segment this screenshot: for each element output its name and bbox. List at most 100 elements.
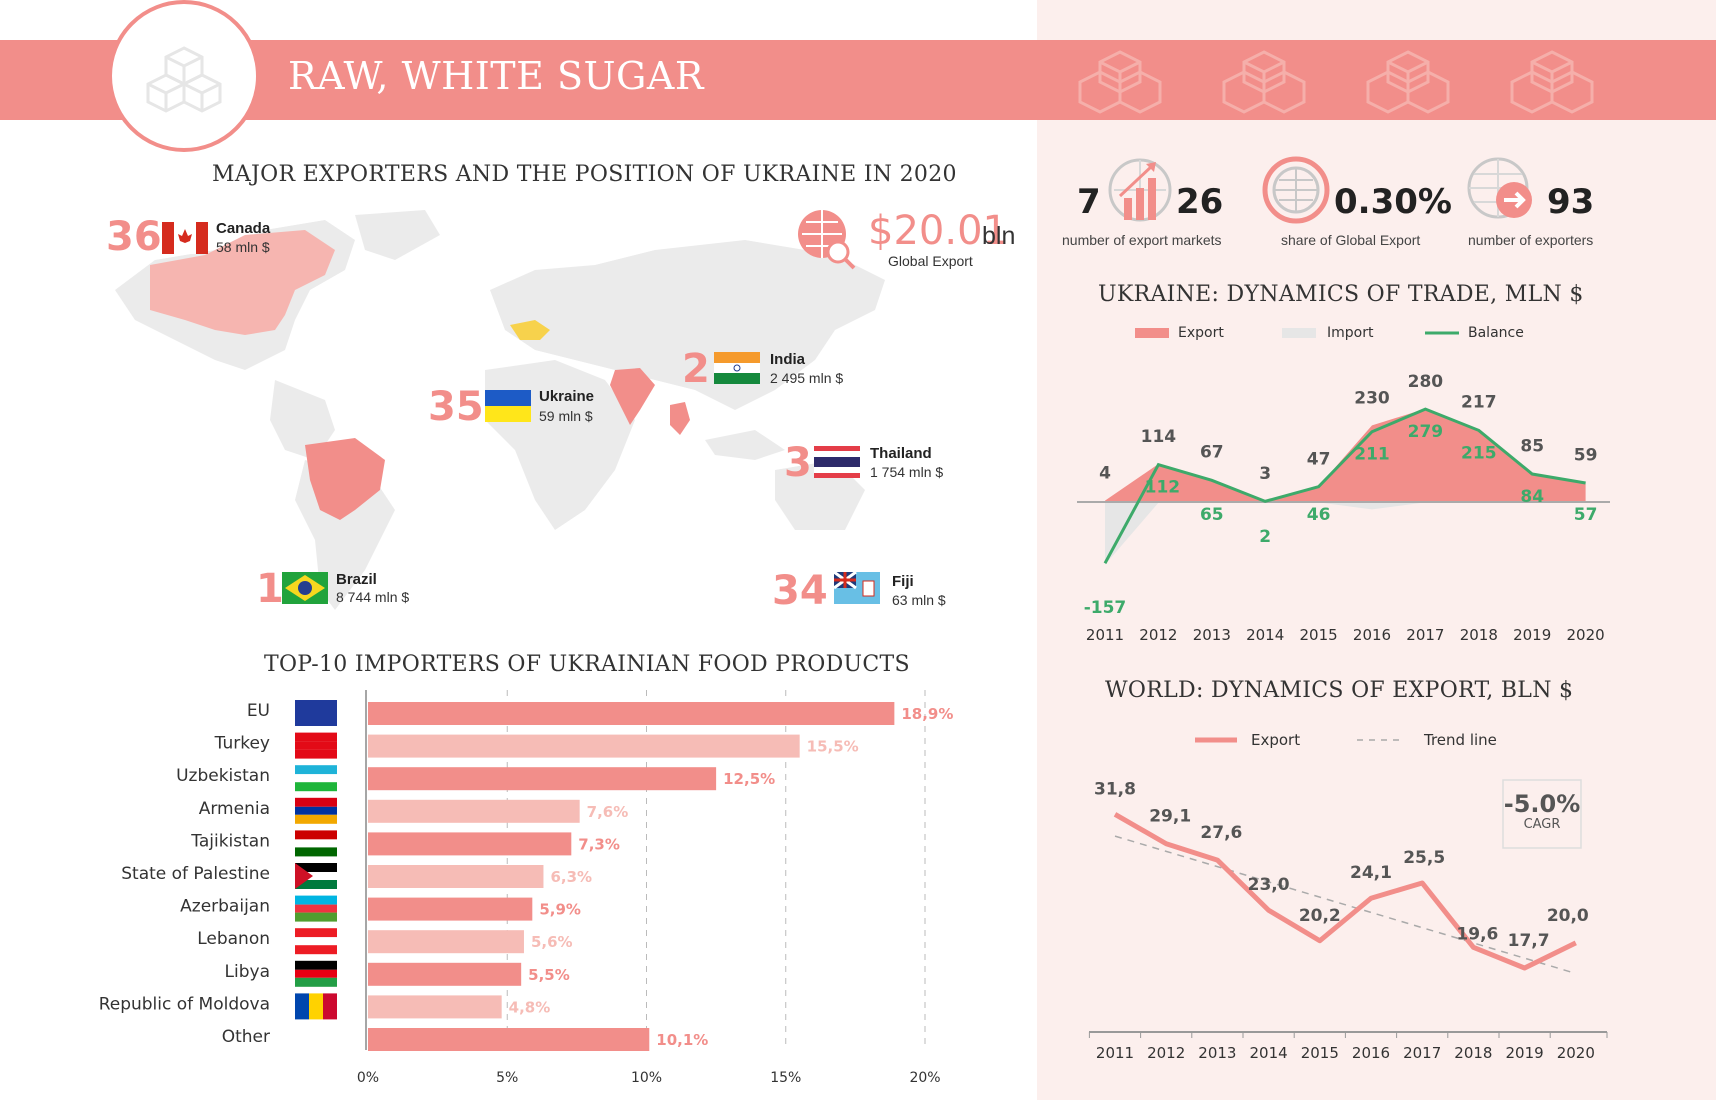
legend-export-swatch: [1135, 328, 1169, 338]
export-value-label: 4: [1099, 464, 1111, 484]
bar-value-label: 5,9%: [539, 901, 581, 919]
importer-flag-icon: [295, 928, 337, 955]
thailand-value: 1 754 mln $: [870, 464, 944, 480]
legend-import-label: Import: [1327, 325, 1374, 341]
export-value-label: 29,1: [1149, 807, 1191, 827]
x-tick-label: 2019: [1506, 1044, 1544, 1062]
x-tick-label: 2013: [1198, 1044, 1236, 1062]
cagr-value: -5.0%: [1504, 790, 1581, 818]
balance-value-label: 46: [1307, 505, 1331, 525]
x-tick-label: 2018: [1454, 1044, 1492, 1062]
x-tick-label: 15%: [770, 1070, 801, 1086]
x-tick-label: 2014: [1250, 1044, 1288, 1062]
ukraine-value: 59 mln $: [539, 408, 593, 424]
importer-flag-icon: [295, 765, 337, 792]
export-value-label: 67: [1200, 443, 1224, 463]
x-tick-label: 10%: [631, 1070, 662, 1086]
globe-growth-icon: [1108, 158, 1172, 222]
markets-right-count: 26: [1176, 182, 1224, 222]
world-export-title: WORLD: DYNAMICS OF EXPORT, BLN $: [1105, 678, 1574, 703]
balance-value-label: 84: [1520, 487, 1544, 507]
legend-balance-label: Balance: [1468, 325, 1524, 341]
export-value-label: 23,0: [1248, 875, 1290, 895]
global-share: 0.30%: [1334, 182, 1452, 222]
bar-value-label: 5,5%: [528, 966, 570, 984]
cube-icon: [1078, 50, 1162, 114]
exporters-count: 93: [1547, 182, 1595, 222]
export-value-label: 47: [1307, 449, 1331, 469]
india-rank: 2: [682, 346, 710, 392]
importers-bar-chart: 0% 5% 10% 15% 20% EU 18,9% Turkey 15,5% Uzbekista…: [99, 690, 953, 1086]
export-value-label: 230: [1354, 388, 1390, 408]
export-area: [1105, 408, 1586, 502]
bar-category-label: Azerbaijan: [180, 897, 270, 917]
globe-target-icon: [1262, 156, 1330, 224]
x-tick-label: 2011: [1096, 1044, 1134, 1062]
export-value-label: 59: [1574, 445, 1598, 465]
export-value-label: 85: [1520, 437, 1544, 457]
balance-value-label: 65: [1200, 505, 1224, 525]
page-title: RAW, WHITE SUGAR: [288, 54, 704, 98]
bar-value-label: 7,6%: [587, 803, 629, 821]
balance-value-label: 211: [1354, 445, 1390, 465]
cagr-label: CAGR: [1524, 817, 1561, 832]
bar-category-label: Turkey: [214, 734, 270, 754]
bar: [368, 962, 522, 986]
export-value-label: 20,2: [1299, 906, 1341, 926]
brazil-name: Brazil: [336, 571, 377, 588]
bar: [368, 930, 524, 954]
x-tick-label: 2015: [1301, 1044, 1339, 1062]
cube-icon: [1366, 50, 1450, 114]
legend-export-label: Export: [1251, 731, 1300, 749]
importer-flag-icon: [295, 830, 337, 857]
markets-caption: number of export markets: [1062, 232, 1222, 248]
ukraine-rank: 35: [428, 384, 484, 430]
fiji-value: 63 mln $: [892, 592, 946, 608]
trend-line: [1114, 835, 1577, 975]
bar: [368, 832, 572, 856]
bar-value-label: 4,8%: [509, 998, 551, 1016]
cube-icon: [1222, 50, 1306, 114]
export-value-label: 3: [1259, 464, 1271, 484]
ukraine-map-highlight: [510, 320, 550, 340]
bar: [368, 734, 800, 758]
global-export-unit: bln: [982, 222, 1016, 250]
canada-rank: 36: [106, 214, 162, 260]
export-value-label: 280: [1408, 372, 1444, 392]
importer-flag-icon: [295, 732, 337, 759]
sugar-logo-circle: [108, 0, 260, 152]
balance-line: [1103, 407, 1586, 564]
brazil-flag-icon: [282, 572, 328, 604]
x-tick-label: 2014: [1246, 626, 1284, 644]
export-value-label: 217: [1461, 393, 1497, 413]
globe-search-icon: [798, 210, 856, 270]
global-export-value: $20.01: [868, 208, 1008, 254]
bar-category-label: Uzbekistan: [176, 766, 270, 786]
share-caption: share of Global Export: [1281, 232, 1421, 248]
export-value-label: 114: [1141, 427, 1177, 447]
import-area: [1105, 502, 1586, 565]
legend-export-label: Export: [1178, 325, 1224, 341]
india-flag-icon: [714, 352, 760, 384]
x-tick-label: 2016: [1353, 626, 1391, 644]
legend-trend-label: Trend line: [1423, 731, 1497, 749]
ukraine-trade-title: UKRAINE: DYNAMICS OF TRADE, MLN $: [1098, 282, 1584, 307]
world-export-chart: Export Trend line -5.0%CAGR 31,8 29,1 27,6 23,…: [1088, 731, 1608, 1062]
bar-category-label: EU: [247, 701, 270, 721]
export-value-label: 20,0: [1547, 906, 1589, 926]
canada-flag-icon: [162, 222, 208, 254]
importer-flag-icon: [295, 863, 337, 889]
ukraine-trade-chart: Export Import Balance 4 114 67 3 47 230 280 217 85 5…: [1077, 325, 1610, 644]
x-tick-label: 2019: [1513, 626, 1551, 644]
exporters-caption: number of exporters: [1468, 232, 1594, 248]
bar-category-label: Other: [222, 1027, 270, 1047]
balance-value-label: 2: [1259, 527, 1271, 547]
bar-value-label: 18,9%: [901, 705, 953, 723]
thailand-rank: 3: [784, 440, 812, 486]
balance-value-label: 279: [1408, 422, 1444, 442]
export-value-label: 19,6: [1456, 924, 1498, 944]
map-section-title: MAJOR EXPORTERS AND THE POSITION OF UKRA…: [212, 162, 957, 187]
bar: [368, 1028, 650, 1051]
export-line: [1113, 812, 1577, 971]
balance-value-label: 215: [1461, 443, 1497, 463]
